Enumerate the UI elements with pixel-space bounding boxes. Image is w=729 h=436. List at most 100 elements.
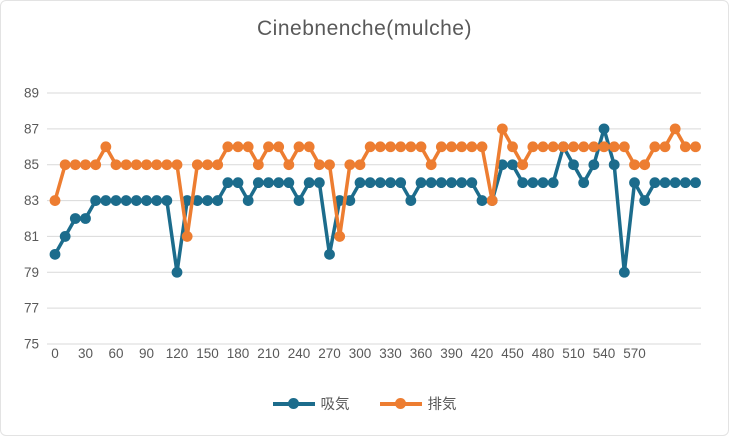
intake-data-point — [639, 195, 651, 206]
chart-legend: 吸気 排気 — [1, 393, 728, 414]
intake-data-point — [191, 195, 203, 206]
intake-data-point — [354, 177, 366, 189]
intake-data-point — [334, 195, 346, 206]
exhaust-data-point — [151, 159, 163, 171]
intake-data-point — [232, 177, 244, 189]
exhaust-data-point — [161, 159, 173, 171]
intake-data-point — [344, 195, 356, 206]
exhaust-data-point — [374, 141, 386, 153]
exhaust-data-point — [679, 141, 691, 153]
intake-data-point — [425, 177, 437, 189]
exhaust-data-point — [578, 141, 590, 153]
intake-data-point — [263, 177, 274, 189]
exhaust-data-point — [252, 159, 264, 171]
x-tick-label: 390 — [440, 346, 463, 361]
y-tick-label: 77 — [24, 301, 39, 316]
x-tick-label: 30 — [78, 346, 93, 361]
x-tick-label: 570 — [623, 346, 646, 361]
chart-title: Cinebnenche(mulche) — [257, 17, 472, 40]
intake-data-point — [476, 195, 488, 206]
intake-data-point — [374, 177, 386, 189]
legend-label-intake: 吸気 — [320, 397, 350, 413]
exhaust-data-point — [191, 159, 203, 171]
intake-data-point — [679, 177, 691, 189]
exhaust-data-point — [547, 141, 559, 153]
x-tick-label: 90 — [139, 346, 154, 361]
exhaust-data-point — [659, 141, 671, 153]
intake-data-point — [273, 177, 285, 189]
x-tick-label: 360 — [410, 346, 433, 361]
exhaust-data-point — [598, 141, 610, 153]
intake-data-point — [222, 177, 234, 189]
intake-data-point — [171, 266, 183, 278]
exhaust-data-point — [141, 159, 152, 171]
exhaust-data-point — [181, 231, 193, 242]
exhaust-data-point — [354, 159, 366, 171]
legend-item-intake: 吸気 — [272, 393, 350, 414]
y-tick-label: 83 — [24, 193, 39, 208]
exhaust-data-point — [395, 141, 407, 153]
intake-data-point — [598, 123, 610, 135]
exhaust-data-point — [110, 159, 122, 171]
exhaust-data-point — [588, 141, 600, 153]
intake-data-point — [100, 195, 112, 206]
intake-data-point — [130, 195, 142, 206]
intake-data-point — [435, 177, 447, 189]
exhaust-data-point — [527, 141, 539, 153]
y-tick-label: 81 — [24, 229, 39, 244]
intake-data-point — [649, 177, 661, 189]
intake-data-point — [364, 177, 376, 189]
intake-data-point — [507, 159, 518, 171]
intake-series-marker-icon — [272, 398, 315, 410]
exhaust-data-point — [334, 231, 346, 242]
y-tick-label: 85 — [24, 157, 39, 172]
x-tick-label: 60 — [108, 346, 123, 361]
x-tick-label: 450 — [501, 346, 524, 361]
exhaust-data-point — [466, 141, 478, 153]
legend-item-exhaust: 排気 — [379, 393, 457, 414]
exhaust-data-point — [669, 123, 681, 135]
intake-data-point — [80, 213, 91, 224]
x-tick-label: 240 — [288, 346, 311, 361]
intake-data-point — [313, 177, 325, 189]
intake-data-point — [588, 159, 600, 171]
exhaust-data-point — [59, 159, 71, 171]
intake-data-point — [527, 177, 539, 189]
y-tick-label: 75 — [24, 337, 39, 352]
intake-data-point — [303, 177, 315, 189]
exhaust-data-point — [273, 141, 285, 153]
exhaust-data-point — [171, 159, 183, 171]
intake-data-point — [690, 177, 701, 189]
exhaust-data-point — [293, 141, 305, 153]
intake-data-point — [293, 195, 305, 206]
intake-data-point — [252, 177, 264, 189]
exhaust-data-point — [446, 141, 457, 153]
exhaust-data-point — [618, 141, 630, 153]
exhaust-data-point — [476, 141, 488, 153]
intake-data-point — [618, 266, 630, 278]
exhaust-data-point — [537, 141, 549, 153]
intake-data-point — [161, 195, 173, 206]
x-tick-label: 510 — [562, 346, 585, 361]
exhaust-data-point — [364, 141, 376, 153]
exhaust-data-point — [80, 159, 91, 171]
exhaust-data-point — [283, 159, 295, 171]
intake-data-point — [669, 177, 681, 189]
exhaust-data-point — [324, 159, 335, 171]
exhaust-data-point — [496, 123, 508, 135]
exhaust-data-point — [608, 141, 620, 153]
exhaust-data-point — [202, 159, 213, 171]
x-tick-label: 180 — [227, 346, 250, 361]
intake-data-point — [568, 159, 579, 171]
intake-data-point — [49, 248, 61, 260]
intake-data-point — [181, 195, 193, 206]
intake-data-point — [110, 195, 122, 206]
intake-data-point — [537, 177, 549, 189]
exhaust-data-point — [100, 141, 112, 153]
exhaust-data-point — [130, 159, 142, 171]
x-tick-label: 420 — [471, 346, 494, 361]
exhaust-data-point — [303, 141, 315, 153]
intake-data-point — [629, 177, 640, 189]
exhaust-data-point — [90, 159, 102, 171]
